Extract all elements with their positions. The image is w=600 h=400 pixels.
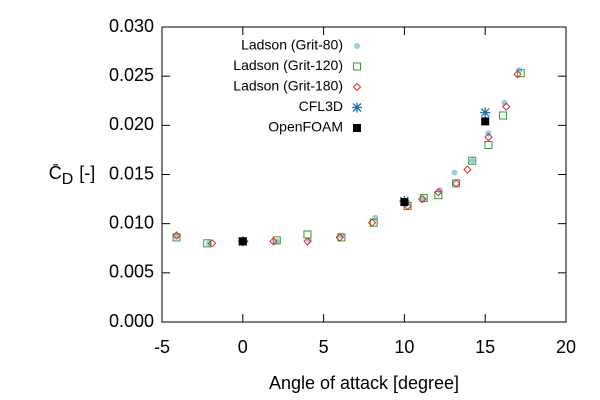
- point: [498, 111, 507, 120]
- y-tick-label: 0.015: [109, 163, 154, 183]
- point: [501, 99, 508, 106]
- x-tick-label: 20: [556, 337, 576, 357]
- legend-marker: [353, 62, 361, 71]
- x-tick-label: 0: [238, 337, 248, 357]
- point: [468, 156, 477, 165]
- point: [452, 179, 461, 188]
- point: [502, 102, 511, 111]
- y-tick-label: 0.025: [109, 65, 154, 85]
- point: [516, 69, 525, 78]
- point: [337, 233, 346, 242]
- legend-label: Ladson (Grit-180): [233, 78, 343, 94]
- point: [434, 187, 443, 197]
- plot-frame: [161, 26, 567, 323]
- point: [203, 239, 212, 248]
- legend-label: Ladson (Grit-120): [233, 57, 343, 73]
- point: [469, 157, 476, 164]
- point: [207, 239, 217, 248]
- x-axis-label: Angle of attack [degree]: [269, 373, 459, 393]
- point: [463, 165, 472, 174]
- legend-label: CFL3D: [299, 98, 343, 114]
- legend-label: Ladson (Grit-80): [241, 37, 343, 53]
- point: [451, 169, 458, 176]
- point: [417, 194, 427, 204]
- y-tick-label: 0.020: [109, 114, 154, 134]
- point: [400, 198, 409, 207]
- point: [434, 191, 443, 200]
- x-tick-label: -5: [154, 337, 170, 357]
- point: [172, 231, 181, 240]
- point: [481, 117, 490, 126]
- point: [420, 196, 427, 203]
- point: [484, 141, 493, 149]
- legend-marker: [354, 43, 360, 49]
- legend-marker: [352, 102, 362, 113]
- y-tick-label: 0.010: [109, 212, 154, 232]
- y-axis-label: C̄D [-]: [49, 163, 96, 188]
- point: [451, 179, 461, 188]
- point: [513, 69, 522, 79]
- legend-label: OpenFOAM: [268, 119, 343, 135]
- x-tick-label: 15: [475, 337, 495, 357]
- y-label-symbol: C̄: [49, 163, 62, 183]
- legend-marker: [352, 82, 362, 92]
- x-tick-label: 10: [394, 337, 414, 357]
- point: [484, 132, 493, 142]
- point: [303, 230, 312, 239]
- point: [480, 107, 491, 118]
- point: [335, 233, 344, 242]
- point: [369, 218, 378, 227]
- point: [172, 233, 181, 242]
- point: [303, 237, 312, 246]
- point: [367, 218, 377, 227]
- point: [272, 236, 281, 245]
- y-label-subscript: D: [62, 171, 74, 188]
- y-label-unit: [-]: [79, 163, 95, 183]
- y-tick-label: 0.005: [109, 262, 154, 282]
- y-tick-label: 0.000: [109, 311, 154, 331]
- x-tick-label: 5: [319, 337, 329, 357]
- point: [238, 237, 247, 246]
- point: [269, 237, 278, 246]
- y-tick-label: 0.030: [109, 16, 154, 36]
- legend-marker: [353, 124, 361, 132]
